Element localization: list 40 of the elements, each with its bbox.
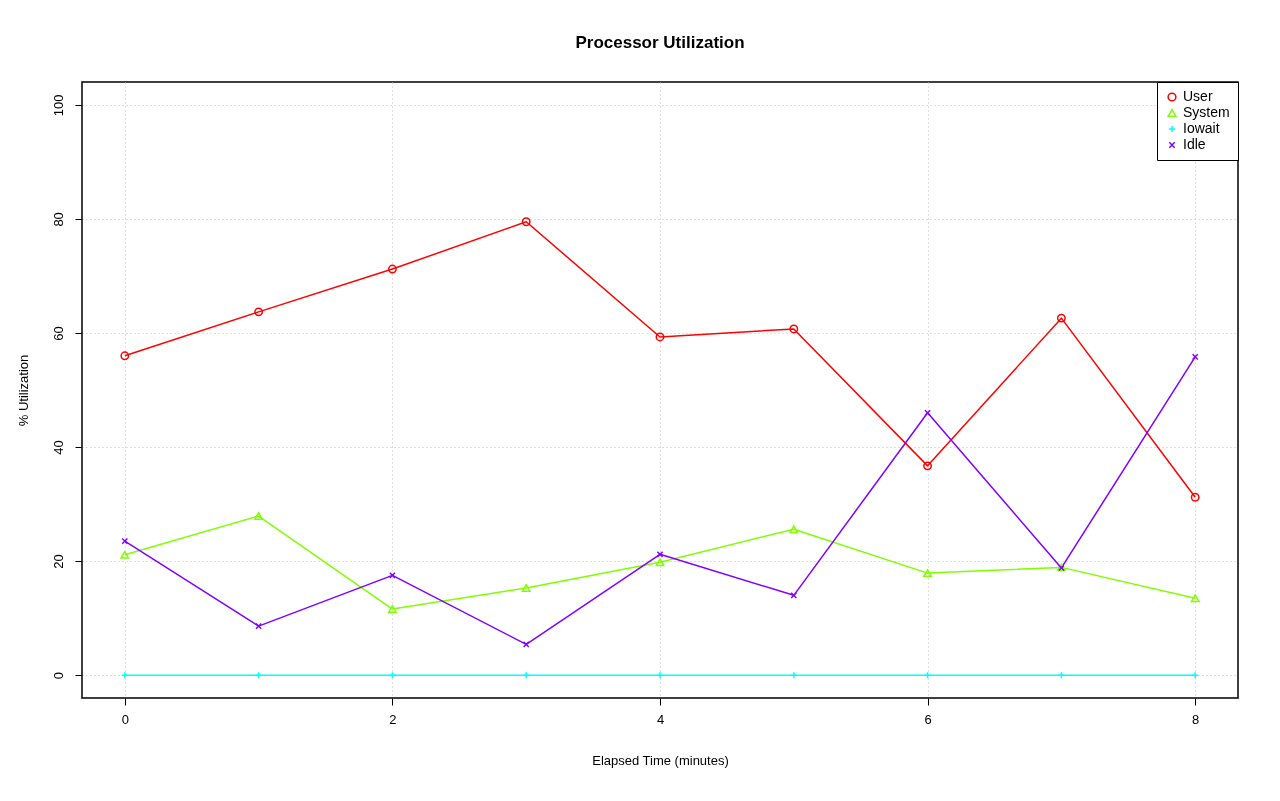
- point: [389, 572, 396, 579]
- point: [655, 558, 665, 567]
- x-tick-label: 2: [389, 711, 397, 727]
- point: [521, 217, 531, 227]
- point: [1190, 594, 1200, 603]
- x-tick-label: 6: [924, 711, 932, 727]
- x-tick-label: 4: [656, 711, 665, 727]
- x-tick-label: 8: [1192, 711, 1200, 727]
- point: [789, 525, 799, 534]
- point: [656, 671, 664, 679]
- point: [387, 605, 397, 613]
- point: [522, 671, 530, 679]
- chart-title: Processor Utilization: [575, 32, 745, 52]
- point: [1190, 492, 1200, 502]
- y-tick-label: 80: [50, 212, 66, 227]
- point: [1056, 313, 1066, 323]
- point: [121, 537, 129, 545]
- legend-label: User: [1183, 88, 1213, 104]
- legend-label: System: [1183, 104, 1230, 120]
- point: [521, 583, 531, 592]
- point: [923, 461, 933, 471]
- y-axis-title: % Utilization: [15, 354, 31, 427]
- y-tick-label: 20: [50, 554, 66, 569]
- point: [655, 332, 665, 342]
- y-tick-label: 100: [50, 94, 66, 117]
- x-axis-title: Elapsed Time (minutes): [592, 752, 729, 768]
- point: [387, 264, 397, 274]
- point: [923, 569, 933, 578]
- point: [790, 671, 798, 679]
- point: [120, 351, 130, 361]
- point: [254, 512, 264, 521]
- x-tick-label: 0: [121, 711, 129, 727]
- point: [789, 324, 799, 334]
- y-tick-label: 40: [50, 440, 66, 455]
- y-tick-label: 0: [50, 672, 66, 680]
- legend-label: Iowait: [1183, 120, 1220, 136]
- point: [120, 550, 130, 559]
- y-tick-label: 60: [50, 326, 66, 341]
- legend-label: Idle: [1183, 136, 1206, 152]
- point: [254, 307, 264, 317]
